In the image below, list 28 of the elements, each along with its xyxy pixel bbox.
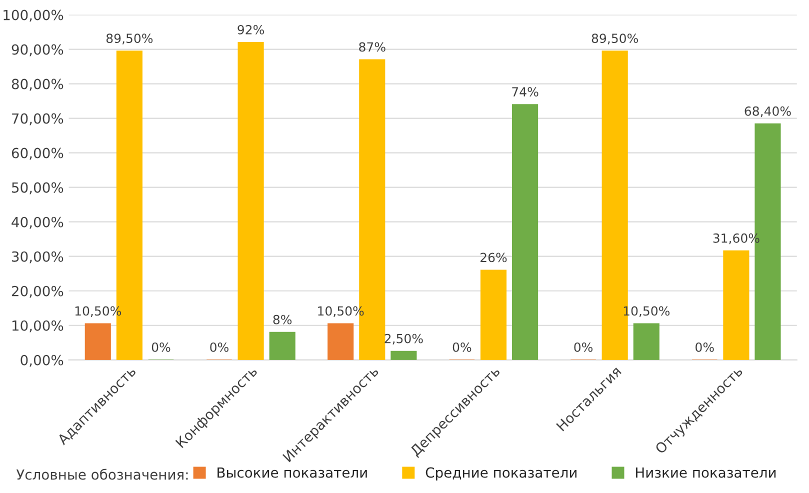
y-tick-label: 60,00% bbox=[12, 148, 64, 160]
legend-label: Средние показатели bbox=[426, 467, 576, 480]
y-tick-label: 80,00% bbox=[12, 78, 64, 91]
data-label: 89,50% bbox=[592, 34, 638, 44]
y-tick-label: 100,00% bbox=[4, 10, 64, 22]
data-label: 26% bbox=[480, 252, 507, 262]
data-label: 89,50% bbox=[106, 34, 153, 44]
legend-label: Низкие показатели bbox=[636, 467, 776, 478]
y-tick-label: 0,00% bbox=[20, 354, 64, 367]
data-label: 74% bbox=[512, 87, 538, 97]
y-tick-label: 90,00% bbox=[12, 44, 64, 56]
legend-title: Условные обозначения: bbox=[16, 468, 188, 480]
y-tick-label: 40,00% bbox=[12, 216, 64, 229]
data-label: 68,40% bbox=[744, 106, 791, 118]
data-label: 92% bbox=[238, 24, 264, 34]
data-label: 87% bbox=[359, 42, 386, 52]
data-label: 8% bbox=[273, 314, 292, 324]
legend-label: Высокие показатели bbox=[218, 467, 367, 478]
y-tick-label: 30,00% bbox=[12, 251, 64, 264]
y-tick-label: 70,00% bbox=[12, 113, 64, 126]
data-label: 0% bbox=[574, 342, 593, 352]
data-label: 0% bbox=[452, 342, 472, 352]
y-tick-label: 10,00% bbox=[12, 320, 64, 332]
data-label: 0% bbox=[152, 342, 170, 352]
y-tick-label: 50,00% bbox=[12, 182, 64, 194]
y-tick-label: 20,00% bbox=[12, 286, 64, 298]
data-label: 0% bbox=[210, 342, 228, 352]
data-label: 0% bbox=[696, 342, 714, 352]
